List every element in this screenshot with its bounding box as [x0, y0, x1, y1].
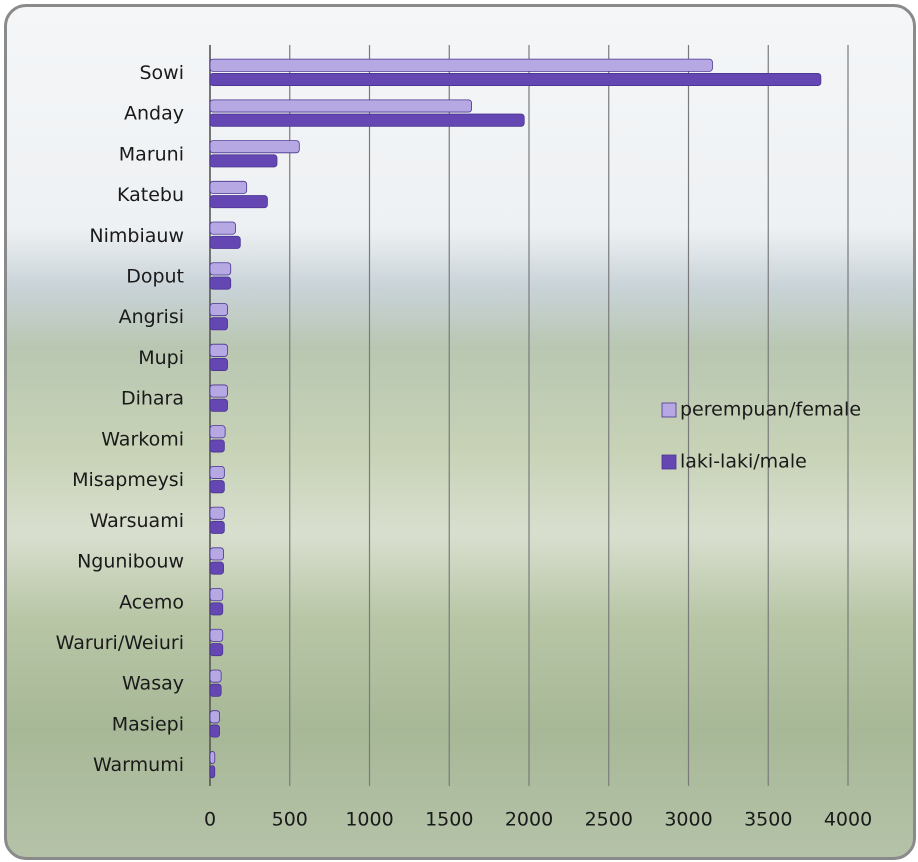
x-tick-label: 3500	[744, 809, 792, 831]
legend-label: perempuan/female	[680, 399, 861, 421]
bar	[209, 506, 225, 520]
y-tick-label: Angrisi	[119, 306, 184, 328]
bar	[209, 765, 216, 779]
bar	[209, 669, 222, 683]
x-tick-label: 0	[204, 809, 216, 831]
bar	[209, 561, 224, 575]
bar	[209, 480, 225, 494]
legend-swatch	[661, 402, 677, 418]
bar	[209, 643, 224, 657]
y-tick-label: Warkomi	[101, 428, 184, 450]
y-tick-label: Dihara	[121, 388, 184, 410]
bar	[209, 358, 228, 372]
y-tick-label: Wasay	[122, 673, 184, 695]
bar	[209, 588, 224, 602]
y-tick-label: Acemo	[119, 591, 184, 613]
bar	[209, 303, 228, 317]
y-tick-label: Ngunibouw	[77, 551, 184, 573]
bar	[209, 195, 268, 209]
y-tick-label: Warmumi	[93, 754, 184, 776]
x-tick-label: 2000	[505, 809, 553, 831]
bar	[209, 602, 224, 616]
y-tick-label: Masiepi	[112, 713, 184, 735]
y-tick-label: Anday	[124, 103, 184, 125]
bar	[209, 99, 472, 113]
x-tick-label: 2500	[585, 809, 633, 831]
bar	[209, 628, 224, 642]
bar	[209, 384, 228, 398]
x-tick-label: 1500	[425, 809, 473, 831]
chart-frame	[4, 4, 916, 860]
bar	[209, 724, 220, 738]
bar	[209, 425, 226, 439]
bar	[209, 154, 278, 168]
y-tick-label: Mupi	[138, 347, 184, 369]
bar	[209, 520, 225, 534]
x-tick-label: 500	[272, 809, 308, 831]
bar	[209, 58, 713, 72]
y-tick-label: Doput	[126, 265, 184, 287]
bar	[209, 683, 222, 697]
legend-label: laki-laki/male	[680, 451, 807, 473]
bar	[209, 317, 228, 331]
bar	[209, 710, 220, 724]
bar	[209, 235, 241, 249]
bar	[209, 262, 232, 276]
y-tick-label: Katebu	[117, 184, 184, 206]
bar	[209, 398, 228, 412]
bar	[209, 113, 525, 127]
bar	[209, 439, 225, 453]
y-tick-label: Sowi	[139, 62, 184, 84]
x-tick-label: 3000	[664, 809, 712, 831]
y-tick-label: Nimbiauw	[89, 225, 184, 247]
bar	[209, 72, 822, 86]
bar	[209, 180, 248, 194]
bar	[209, 140, 300, 154]
bar	[209, 751, 216, 765]
y-tick-label: Maruni	[119, 143, 184, 165]
bar	[209, 547, 224, 561]
bar	[209, 276, 232, 290]
x-tick-label: 1000	[345, 809, 393, 831]
bar	[209, 343, 228, 357]
bar	[209, 221, 236, 235]
legend-swatch	[661, 454, 677, 470]
bar	[209, 465, 225, 479]
y-tick-label: Misapmeysi	[72, 469, 184, 491]
y-tick-label: Waruri/Weiuri	[56, 632, 184, 654]
x-tick-label: 4000	[824, 809, 872, 831]
y-tick-label: Warsuami	[90, 510, 184, 532]
